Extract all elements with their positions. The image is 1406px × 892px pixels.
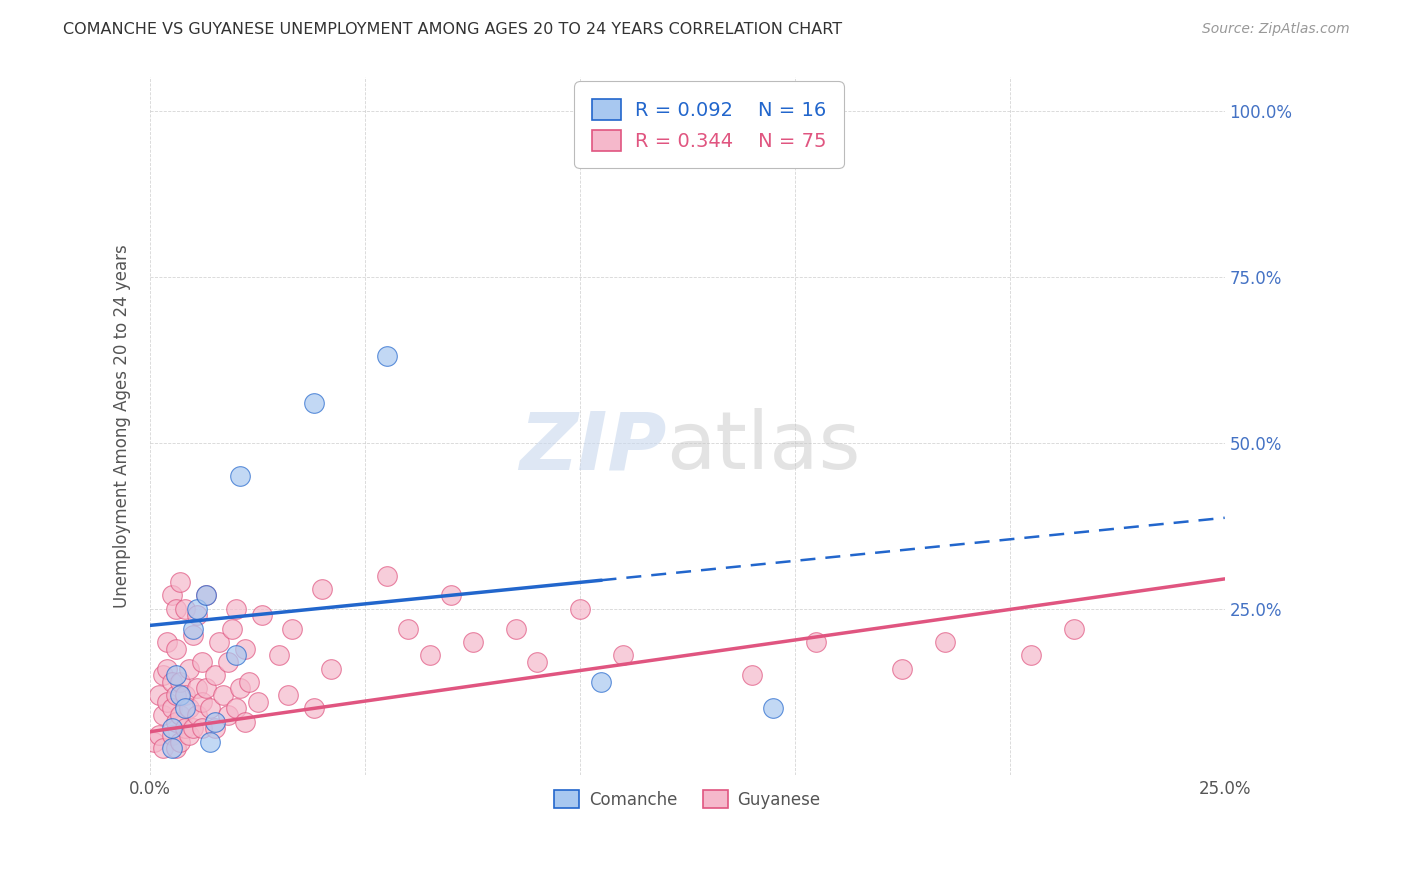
Point: [181, 622, 204, 636]
Point: [204, 714, 226, 729]
Point: [806, 635, 828, 649]
Point: [229, 469, 252, 483]
Point: [246, 695, 269, 709]
Legend: Comanche, Guyanese: Comanche, Guyanese: [547, 783, 827, 815]
Point: [190, 655, 212, 669]
Text: atlas: atlas: [666, 408, 860, 486]
Point: [250, 608, 273, 623]
Point: [143, 734, 166, 748]
Point: [156, 661, 179, 675]
Point: [375, 350, 398, 364]
Point: [152, 708, 174, 723]
Point: [177, 728, 200, 742]
Point: [165, 741, 187, 756]
Point: [160, 722, 183, 736]
Point: [148, 688, 170, 702]
Point: [165, 714, 187, 729]
Point: [169, 674, 191, 689]
Point: [186, 708, 208, 723]
Point: [165, 601, 187, 615]
Point: [225, 701, 247, 715]
Point: [173, 701, 195, 715]
Point: [169, 708, 191, 723]
Point: [281, 622, 304, 636]
Point: [160, 728, 183, 742]
Point: [221, 622, 243, 636]
Point: [225, 601, 247, 615]
Point: [396, 622, 419, 636]
Point: [165, 641, 187, 656]
Point: [375, 568, 398, 582]
Point: [148, 728, 170, 742]
Text: ZIP: ZIP: [519, 408, 666, 486]
Point: [741, 668, 763, 682]
Point: [225, 648, 247, 663]
Point: [173, 601, 195, 615]
Point: [152, 741, 174, 756]
Point: [160, 589, 183, 603]
Point: [1019, 648, 1042, 663]
Y-axis label: Unemployment Among Ages 20 to 24 years: Unemployment Among Ages 20 to 24 years: [114, 244, 131, 608]
Point: [591, 674, 613, 689]
Point: [165, 688, 187, 702]
Point: [217, 708, 239, 723]
Point: [190, 722, 212, 736]
Point: [238, 674, 260, 689]
Point: [440, 589, 463, 603]
Point: [526, 655, 548, 669]
Point: [302, 396, 325, 410]
Point: [569, 601, 592, 615]
Point: [612, 648, 634, 663]
Point: [277, 688, 299, 702]
Point: [208, 635, 231, 649]
Point: [200, 734, 222, 748]
Point: [173, 688, 195, 702]
Point: [195, 589, 218, 603]
Point: [233, 641, 256, 656]
Point: [269, 648, 291, 663]
Point: [229, 681, 252, 696]
Point: [152, 668, 174, 682]
Point: [891, 661, 914, 675]
Point: [217, 655, 239, 669]
Point: [160, 674, 183, 689]
Point: [169, 575, 191, 590]
Point: [204, 722, 226, 736]
Point: [169, 734, 191, 748]
Point: [233, 714, 256, 729]
Point: [181, 628, 204, 642]
Point: [169, 688, 191, 702]
Point: [204, 668, 226, 682]
Point: [505, 622, 527, 636]
Point: [177, 701, 200, 715]
Point: [195, 589, 218, 603]
Point: [177, 661, 200, 675]
Point: [762, 701, 785, 715]
Point: [934, 635, 956, 649]
Point: [156, 695, 179, 709]
Point: [200, 701, 222, 715]
Point: [212, 688, 235, 702]
Text: Source: ZipAtlas.com: Source: ZipAtlas.com: [1202, 22, 1350, 37]
Point: [190, 695, 212, 709]
Point: [319, 661, 342, 675]
Point: [302, 701, 325, 715]
Point: [186, 608, 208, 623]
Point: [186, 601, 208, 615]
Point: [461, 635, 484, 649]
Point: [160, 701, 183, 715]
Point: [165, 668, 187, 682]
Point: [186, 681, 208, 696]
Point: [419, 648, 441, 663]
Point: [311, 582, 333, 596]
Point: [1063, 622, 1085, 636]
Point: [160, 741, 183, 756]
Point: [156, 635, 179, 649]
Text: COMANCHE VS GUYANESE UNEMPLOYMENT AMONG AGES 20 TO 24 YEARS CORRELATION CHART: COMANCHE VS GUYANESE UNEMPLOYMENT AMONG …: [63, 22, 842, 37]
Point: [173, 722, 195, 736]
Point: [181, 722, 204, 736]
Point: [195, 681, 218, 696]
